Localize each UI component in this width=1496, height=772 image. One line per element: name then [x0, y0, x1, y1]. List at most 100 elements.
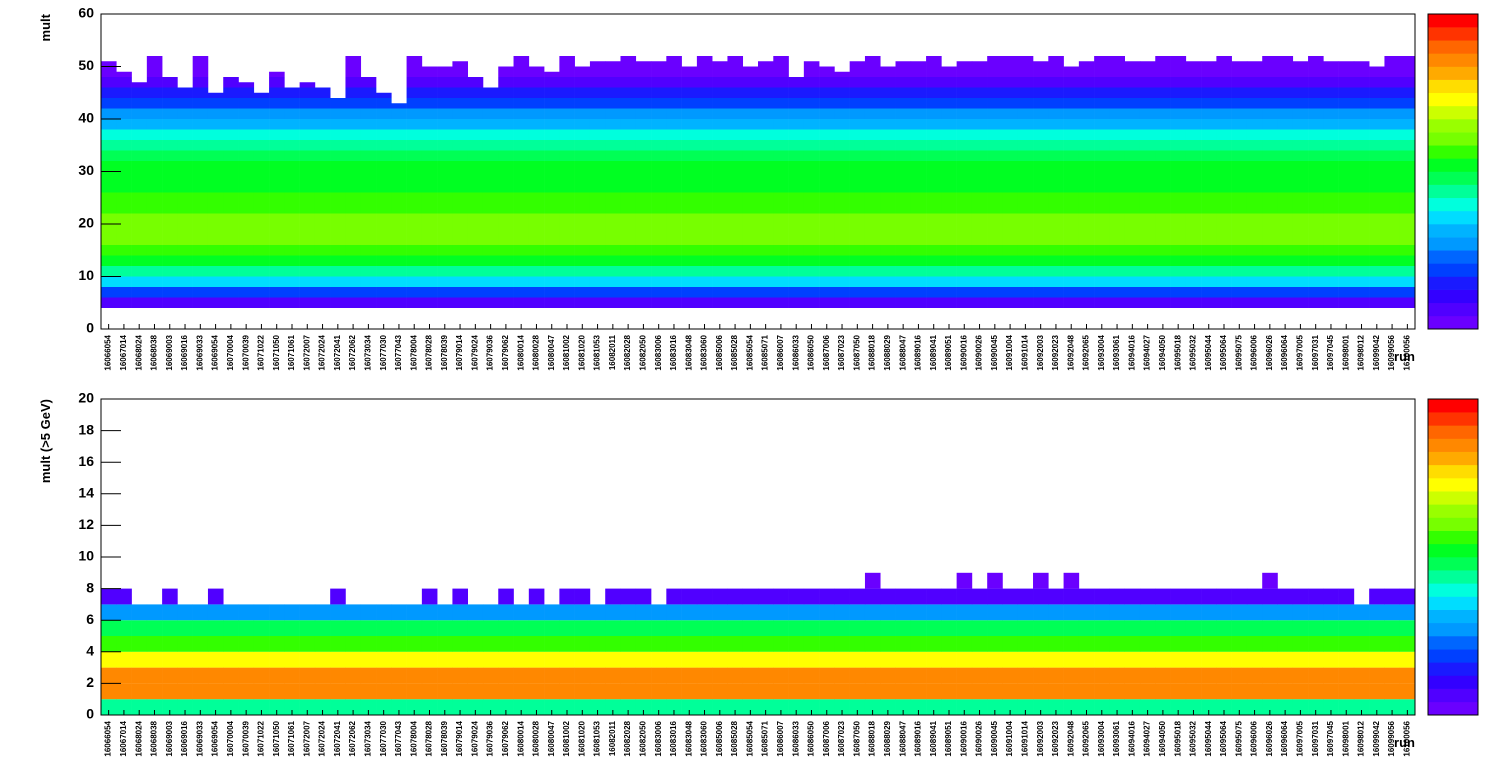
heatmap-cell: [1231, 119, 1248, 130]
heatmap-cell: [849, 150, 866, 161]
heatmap-cell: [299, 98, 316, 109]
heatmap-cell: [314, 129, 331, 140]
heatmap-cell: [620, 192, 637, 203]
heatmap-cell: [1155, 119, 1171, 130]
heatmap-cell: [146, 140, 163, 151]
heatmap-cell: [712, 588, 728, 605]
heatmap-cell: [101, 667, 117, 684]
color-scale-frame: [1427, 13, 1479, 330]
heatmap-cell: [360, 651, 377, 668]
x-tick-label: 16069054: [211, 334, 220, 370]
heatmap-cell: [895, 203, 912, 214]
heatmap-cell: [1323, 213, 1339, 224]
heatmap-cell: [1124, 604, 1141, 621]
heatmap-cell: [1308, 276, 1324, 287]
heatmap-cell: [498, 604, 514, 621]
heatmap-cell: [971, 266, 988, 277]
heatmap-cell: [1094, 620, 1110, 636]
heatmap-cell: [742, 667, 759, 684]
x-tick-label: 16082011: [608, 334, 617, 370]
heatmap-cell: [1323, 161, 1339, 172]
heatmap-cell: [1231, 276, 1248, 287]
heatmap-cell: [467, 683, 484, 700]
heatmap-cell: [742, 234, 759, 245]
heatmap-cell: [773, 276, 789, 287]
heatmap-cell: [1201, 61, 1217, 67]
heatmap-cell: [1384, 683, 1401, 700]
x-tick-label: 16090045: [990, 334, 999, 370]
heatmap-cell: [192, 287, 209, 298]
heatmap-cell: [1384, 119, 1401, 130]
heatmap-cell: [101, 129, 117, 140]
heatmap-cell: [177, 203, 193, 214]
heatmap-cell: [849, 161, 866, 172]
heatmap-cell: [1017, 297, 1034, 308]
heatmap-cell: [1277, 171, 1294, 182]
heatmap-cell: [513, 150, 530, 161]
heatmap-cell: [1308, 588, 1324, 605]
heatmap-cell: [788, 620, 805, 636]
heatmap-cell: [712, 287, 728, 298]
heatmap-cell: [1338, 699, 1355, 715]
heatmap-cell: [284, 129, 300, 140]
heatmap-cell: [437, 140, 453, 151]
heatmap-cell: [162, 119, 178, 130]
heatmap-cell: [864, 276, 881, 287]
heatmap-cell: [1078, 604, 1095, 621]
heatmap-cell: [421, 276, 438, 287]
heatmap-cell: [1078, 203, 1095, 214]
heatmap-cell: [1262, 699, 1278, 715]
color-scale-cell: [1428, 425, 1478, 439]
heatmap-cell: [467, 98, 484, 109]
x-tick-label: 16097031: [1311, 334, 1320, 370]
heatmap-cell: [926, 651, 942, 668]
heatmap-cell: [223, 129, 239, 140]
heatmap-cell: [1292, 276, 1309, 287]
y-tick-label: 60: [78, 5, 94, 21]
heatmap-cell: [1353, 87, 1370, 98]
heatmap-cell: [773, 129, 789, 140]
heatmap-cell: [559, 699, 575, 715]
heatmap-cell: [1201, 87, 1217, 98]
heatmap-cell: [712, 161, 728, 172]
heatmap-cell: [1399, 66, 1416, 77]
heatmap-cell: [788, 140, 805, 151]
heatmap-cell: [1109, 129, 1125, 140]
heatmap-cell: [345, 224, 362, 235]
heatmap-cell: [987, 56, 1003, 67]
heatmap-cell: [864, 699, 881, 715]
heatmap-cell: [345, 203, 362, 214]
heatmap-cell: [758, 140, 774, 151]
heatmap-cell: [819, 66, 835, 77]
heatmap-cell: [742, 276, 759, 287]
heatmap-cell: [1033, 297, 1049, 308]
x-tick-label: 16072041: [333, 334, 342, 370]
heatmap-cell: [559, 98, 575, 109]
heatmap-cell: [223, 182, 239, 193]
heatmap-cell: [651, 245, 667, 256]
heatmap-cell: [421, 171, 438, 182]
heatmap-cell: [864, 636, 881, 652]
heatmap-cell: [1002, 161, 1019, 172]
heatmap-cell: [1399, 297, 1416, 308]
heatmap-cell: [238, 287, 255, 298]
heatmap-cell: [773, 171, 789, 182]
heatmap-cell: [971, 108, 988, 119]
heatmap-cell: [498, 297, 514, 308]
heatmap-cell: [1048, 297, 1064, 308]
heatmap-cell: [589, 213, 606, 224]
heatmap-cell: [146, 297, 163, 308]
heatmap-cell: [696, 245, 713, 256]
heatmap-cell: [131, 287, 148, 298]
heatmap-cell: [727, 287, 744, 298]
heatmap-cell: [1353, 620, 1370, 636]
heatmap-cell: [1384, 604, 1401, 621]
heatmap-cell: [666, 276, 682, 287]
x-tick-label: 16099056: [1387, 334, 1396, 370]
heatmap-cell: [299, 667, 316, 684]
heatmap-cell: [498, 171, 514, 182]
heatmap-cell: [803, 245, 820, 256]
heatmap-cell: [1124, 203, 1141, 214]
heatmap-cell: [223, 255, 239, 266]
heatmap-cell: [330, 150, 346, 161]
